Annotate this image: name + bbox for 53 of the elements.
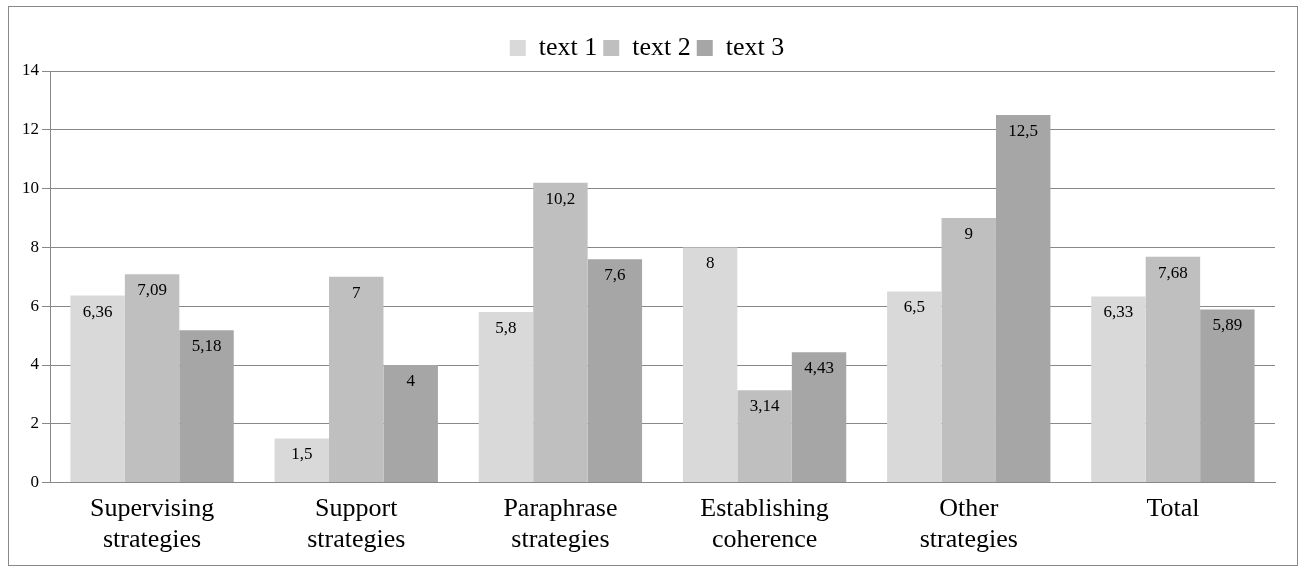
x-tick-label: Other strategies (919, 493, 1018, 554)
bar (791, 352, 847, 483)
bar (383, 365, 438, 483)
data-label: 5,89 (1212, 315, 1243, 335)
data-label: 5,8 (495, 318, 517, 338)
bar (941, 218, 996, 483)
x-tick-label: Establishing coherence (700, 493, 829, 554)
data-label: 6,36 (82, 301, 113, 321)
y-tick-label: 10 (22, 178, 39, 198)
data-label: 10,2 (545, 188, 576, 208)
y-tick-label: 14 (22, 60, 40, 80)
data-label: 7,09 (137, 280, 167, 300)
data-label: 8 (705, 253, 715, 273)
y-tick-label: 4 (30, 354, 40, 374)
bar (1200, 309, 1255, 483)
data-label: 4 (406, 370, 416, 390)
data-label: 7,68 (1158, 262, 1188, 282)
y-tick-label: 2 (30, 413, 39, 433)
bar (70, 295, 125, 483)
data-label: 1,5 (291, 444, 313, 464)
bar (179, 330, 234, 483)
bar (887, 291, 942, 483)
data-label: 7 (352, 282, 361, 302)
bar (587, 259, 643, 483)
x-tick-label: Total (1146, 493, 1200, 523)
bar (995, 115, 1051, 483)
bar (533, 182, 588, 483)
bar (124, 274, 180, 483)
y-tick-label: 0 (30, 472, 39, 492)
data-label: 3,14 (749, 396, 780, 416)
bar (737, 390, 792, 483)
data-label: 9 (964, 223, 973, 243)
bar (1091, 296, 1146, 483)
data-label: 6,5 (903, 297, 925, 317)
x-tick-label: Supervising strategies (89, 493, 215, 554)
y-tick-label: 6 (30, 295, 39, 315)
bar (274, 438, 330, 483)
bar (478, 312, 534, 483)
legend-label: text 1 (538, 31, 598, 61)
bar (329, 276, 384, 483)
data-label: 12,5 (1008, 121, 1039, 141)
legend-label: text 2 (632, 31, 691, 61)
data-label: 7,6 (604, 265, 626, 285)
data-label: 6,33 (1103, 302, 1134, 322)
y-tick-label: 12 (22, 119, 39, 139)
legend-label: text 3 (725, 31, 785, 61)
bar (1145, 256, 1201, 483)
y-tick-label: 8 (30, 236, 39, 256)
x-tick-label: Support strategies (307, 493, 406, 554)
x-tick-label: Paraphrase strategies (503, 493, 618, 554)
bar (682, 247, 738, 483)
data-label: 4,43 (804, 358, 834, 378)
data-label: 5,18 (191, 336, 222, 356)
